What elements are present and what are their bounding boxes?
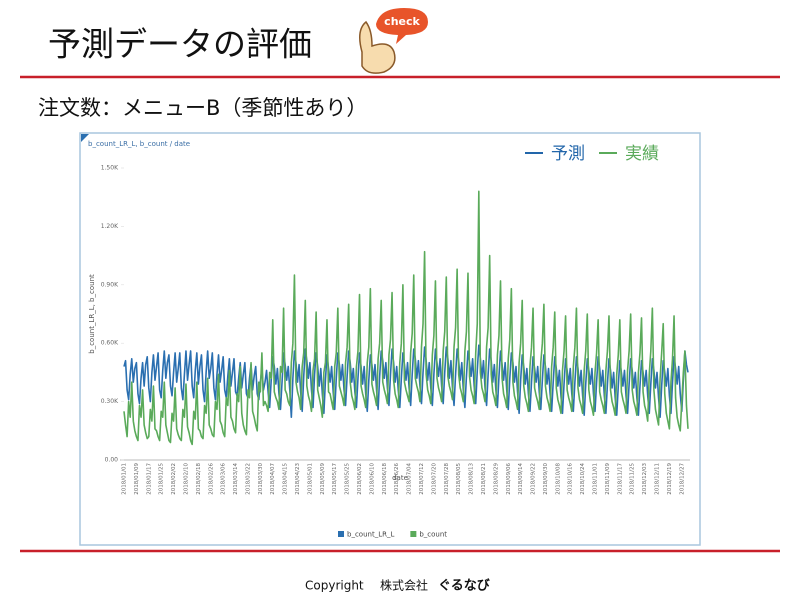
x-tick-label: 2018/06/26: [394, 463, 400, 495]
x-tick-label: 2018/06/02: [357, 463, 363, 495]
x-tick-label: 2018/12/27: [679, 463, 685, 495]
x-tick-label: 2018/09/06: [506, 463, 512, 495]
footer-company: 株式会社: [380, 578, 428, 593]
x-tick-label: 2018/12/19: [667, 463, 673, 495]
legend-swatch: [410, 531, 417, 537]
x-axis-label: date: [392, 474, 408, 482]
slide-title: 予測データの評価: [48, 25, 312, 64]
x-tick-label: 2018/11/17: [617, 463, 623, 495]
x-tick-label: 2018/08/29: [493, 463, 499, 495]
x-tick-label: 2018/11/09: [605, 463, 611, 495]
x-tick-label: 2018/08/05: [456, 463, 462, 495]
x-tick-label: 2018/06/18: [382, 463, 388, 495]
x-tick-label: 2018/07/04: [407, 463, 413, 495]
x-tick-label: 2018/02/18: [196, 463, 202, 495]
footer-brand: ぐるなび: [438, 579, 491, 594]
x-tick-label: 2018/04/15: [283, 463, 289, 495]
x-tick-label: 2018/05/01: [307, 463, 313, 495]
legend-label: b_count: [419, 531, 447, 539]
annotation-text: 予測: [551, 144, 585, 164]
x-tick-label: 2018/10/08: [555, 463, 561, 495]
x-tick-label: 2018/01/25: [159, 463, 165, 495]
x-tick-label: 2018/01/17: [146, 463, 152, 495]
x-tick-label: 2018/05/17: [332, 463, 338, 495]
x-tick-label: 2018/03/22: [245, 463, 251, 495]
y-tick-label: 1.50K: [101, 165, 119, 172]
check-icon: check: [359, 8, 428, 74]
speech-bubble: [376, 8, 428, 44]
x-tick-label: 2018/09/30: [543, 463, 549, 495]
x-tick-label: 2018/04/07: [270, 463, 276, 495]
x-tick-label: 2018/01/09: [134, 463, 140, 495]
x-tick-label: 2018/10/24: [580, 463, 586, 495]
x-tick-label: 2018/08/13: [469, 463, 475, 495]
y-tick-label: 1.20K: [101, 223, 119, 230]
y-tick-label: 0.90K: [101, 281, 119, 288]
x-tick-label: 2018/11/25: [630, 463, 636, 495]
y-tick-label: 0.30K: [101, 398, 119, 405]
legend-label: b_count_LR_L: [347, 531, 394, 539]
x-tick-label: 2018/05/09: [320, 463, 326, 495]
x-tick-label: 2018/07/12: [419, 463, 425, 495]
footer-copyright: Copyright: [305, 579, 364, 593]
x-tick-label: 2018/03/14: [233, 463, 239, 495]
x-tick-label: 2018/10/16: [568, 463, 574, 495]
x-tick-label: 2018/09/22: [531, 463, 537, 495]
x-tick-label: 2018/03/30: [258, 463, 264, 495]
x-tick-label: 2018/07/28: [444, 463, 450, 495]
x-tick-label: 2018/02/02: [171, 463, 177, 495]
slide-subtitle: 注文数：メニューB（季節性あり）: [38, 96, 367, 120]
hand: [359, 20, 396, 74]
x-tick-label: 2018/06/10: [369, 463, 375, 495]
x-tick-label: 2018/05/25: [345, 463, 351, 495]
chart-title: b_count_LR_L, b_count / date: [88, 140, 190, 148]
annotation-text: 実績: [625, 144, 659, 164]
x-tick-label: 2018/09/14: [518, 463, 524, 495]
legend-swatch: [338, 531, 344, 537]
x-tick-label: 2018/02/26: [208, 463, 214, 495]
x-tick-label: 2018/12/03: [642, 463, 648, 495]
x-tick-label: 2018/04/23: [295, 463, 301, 495]
x-tick-label: 2018/08/21: [481, 463, 487, 495]
x-tick-label: 2018/02/10: [183, 463, 189, 495]
x-tick-label: 2018/12/11: [655, 463, 661, 495]
x-tick-label: 2018/01/01: [122, 463, 128, 495]
x-tick-label: 2018/11/01: [593, 463, 599, 495]
series-line: [123, 190, 689, 446]
x-tick-label: 2018/07/20: [431, 463, 437, 495]
x-tick-label: 2018/03/06: [221, 463, 227, 495]
y-tick-label: 0.00: [105, 457, 119, 464]
frame-corner: [81, 134, 89, 142]
y-axis-label: b_count_LR_L, b_count: [88, 274, 96, 354]
y-tick-label: 0.60K: [101, 340, 119, 347]
badge-text: check: [384, 15, 420, 28]
